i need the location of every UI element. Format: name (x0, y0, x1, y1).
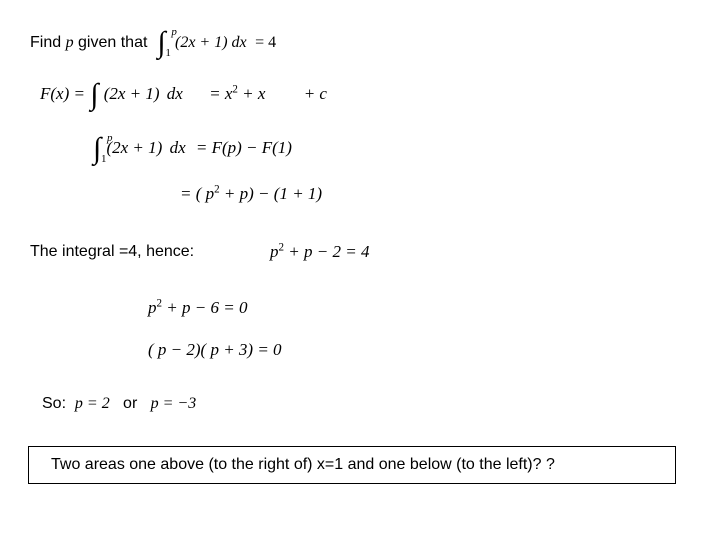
expand-a: = ( p (180, 184, 214, 203)
F-line: F(x) = ∫ (2x + 1) dx = x2 + x + c (40, 80, 327, 110)
int1-equals: = 4 (255, 34, 276, 51)
eval-dx: dx (170, 138, 186, 157)
int1-lower: 1 (165, 47, 171, 60)
hence-label: The integral =4, hence: (30, 242, 194, 261)
F-integrand: (2x + 1) (104, 84, 160, 103)
int2-upper: p (107, 132, 113, 145)
page: Find p given that ∫ p 1 (2x + 1) dx = 4 … (0, 0, 720, 540)
F-plus-c: + c (304, 84, 327, 103)
integral-indef: ∫ (90, 80, 98, 110)
eval-rhs: = F(p) − F(1) (196, 138, 292, 157)
note-text: Two areas one above (to the right of) x=… (51, 456, 555, 474)
hence-eq: p2 + p − 2 = 4 (270, 242, 369, 262)
quad-line: p2 + p − 6 = 0 (148, 298, 247, 318)
intro-line: Find p given that ∫ p 1 (2x + 1) dx = 4 (30, 28, 276, 58)
sol-2: p = −3 (151, 395, 197, 412)
eval-integrand: (2x + 1) (106, 138, 162, 157)
note-box: Two areas one above (to the right of) x=… (28, 446, 676, 484)
or-label: or (123, 395, 137, 412)
intro-var: p (66, 34, 74, 51)
given-that: given that (78, 34, 147, 51)
integral-1: ∫ p 1 (157, 28, 165, 58)
int1-integrand: (2x + 1) dx (171, 34, 247, 51)
integral-2: ∫ p 1 (93, 134, 101, 164)
int1-upper: p (171, 26, 177, 39)
int2-lower: 1 (101, 153, 107, 166)
find-word: Find (30, 34, 61, 51)
factor-line: ( p − 2)( p + 3) = 0 (148, 340, 282, 360)
sol-1: p = 2 (75, 395, 110, 412)
expand-b: + p) − (1 + 1) (220, 184, 322, 203)
F-lhs: F(x) = (40, 84, 85, 103)
expand-line: = ( p2 + p) − (1 + 1) (180, 184, 322, 204)
F-dx: dx (167, 84, 183, 103)
eval-line: ∫ p 1 (2x + 1) dx = F(p) − F(1) (92, 134, 292, 164)
F-rhs: = x2 + x (209, 84, 270, 103)
solution-line: So: p = 2 or p = −3 (42, 394, 196, 413)
so-label: So: (42, 395, 66, 412)
